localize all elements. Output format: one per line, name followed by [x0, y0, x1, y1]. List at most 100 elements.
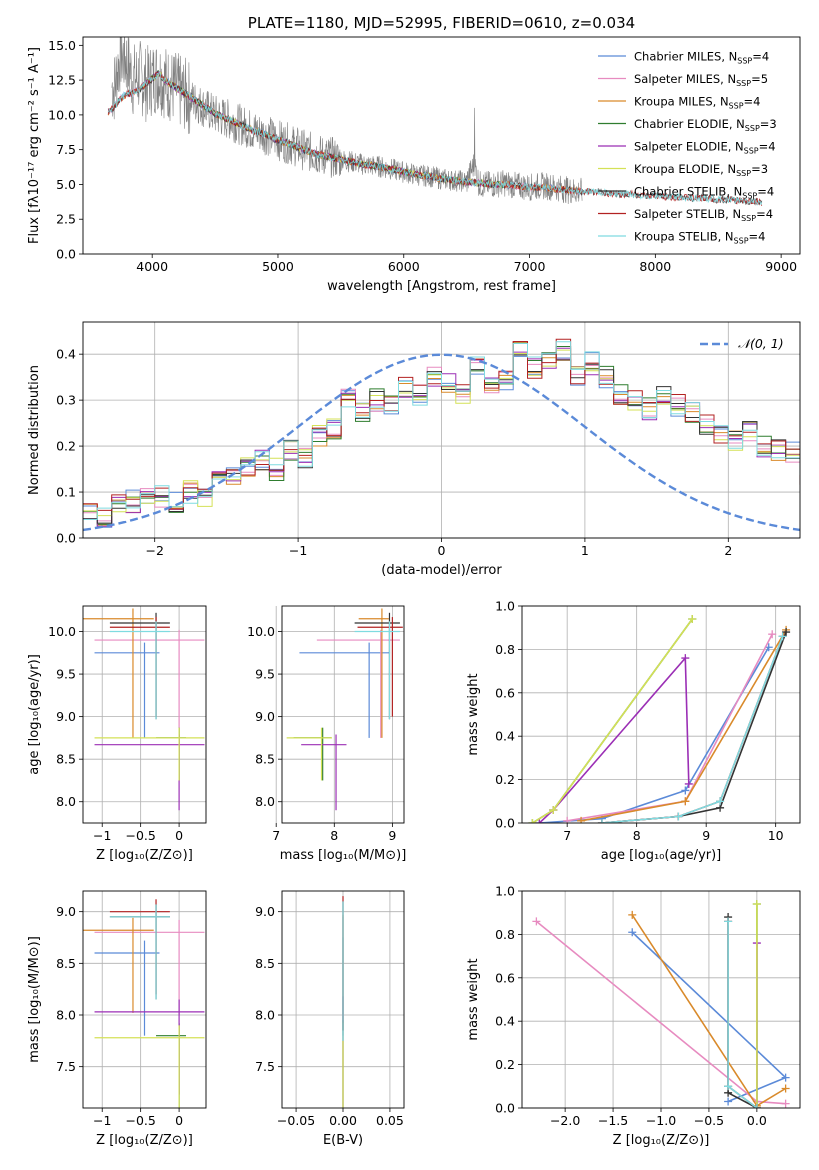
legend-entry: Chabrier MILES, NSSP=4 — [634, 50, 769, 66]
gaussian-curve — [83, 353, 800, 532]
y-tick-label: 0.8 — [495, 927, 515, 942]
model-line-4 — [139, 71, 505, 188]
y-tick-label: 0.4 — [56, 347, 76, 362]
x-axis-label: E(B-V) — [323, 1133, 363, 1148]
x-axis-label: wavelength [Angstrom, rest frame] — [327, 279, 556, 294]
x-tick-label: 6000 — [388, 259, 420, 274]
plot-area-residuals — [83, 338, 800, 532]
y-tick-label: 0.8 — [495, 642, 515, 657]
weight-line-6 — [727, 917, 758, 1108]
weight-marker-4 — [535, 819, 544, 823]
plot-area-weight-vs-age — [528, 615, 791, 823]
axes-frame — [82, 890, 207, 1109]
axes-frame — [521, 890, 801, 1109]
weight-marker-1 — [781, 1099, 790, 1108]
x-axis-label: mass [log₁₀(M/M⊙)] — [280, 848, 407, 863]
y-tick-label: 0.0 — [495, 816, 515, 831]
x-tick-label: 0.00 — [329, 1113, 357, 1128]
weight-marker-4 — [684, 779, 693, 788]
y-tick-label: 0.2 — [56, 439, 76, 454]
weight-marker-5 — [688, 615, 697, 624]
legend-entry: Kroupa MILES, NSSP=4 — [634, 95, 760, 111]
panel-residuals: −2 −1 0 1 2 0.0 0.1 0.2 0.3 0.4 (data-model)/error… — [27, 321, 801, 578]
y-tick-label: 8.5 — [255, 956, 275, 971]
x-tick-label: 9 — [388, 828, 396, 843]
y-tick-label: 5.0 — [56, 177, 76, 192]
x-tick-label: 10 — [768, 828, 784, 843]
x-tick-label: −0.05 — [277, 1113, 315, 1128]
weight-line-1 — [567, 633, 773, 822]
x-tick-label: 7000 — [514, 259, 546, 274]
x-tick-label: 7 — [563, 828, 571, 843]
legend-entry: Kroupa ELODIE, NSSP=3 — [634, 162, 768, 178]
y-tick-label: 7.5 — [56, 142, 76, 157]
plot-area-age-vs-Z — [83, 608, 205, 811]
x-tick-label: −1 — [93, 1113, 111, 1128]
weight-marker-1 — [563, 816, 572, 823]
x-tick-label: 8 — [330, 828, 338, 843]
axes-frame — [281, 890, 405, 1109]
x-tick-label: −1 — [93, 828, 111, 843]
y-tick-label: 8.5 — [56, 956, 76, 971]
y-axis-label: age [log₁₀(age/yr)] — [27, 654, 42, 775]
legend: Chabrier MILES, NSSP=4 Salpeter MILES, NS… — [598, 50, 777, 246]
panel-age-vs-Z: −1 −0.5 0 8.0 8.5 9.0 9.5 10.0 Z [log₁₀(Z/Z⊙)] ag… — [27, 605, 207, 863]
axes-frame — [82, 605, 207, 824]
y-axis-label: mass weight — [466, 673, 481, 755]
x-tick-label: 0.0 — [747, 1113, 767, 1128]
y-axis-label: mass [log₁₀(M/M⊙)] — [27, 936, 42, 1063]
panel-weight-vs-age: 7 8 9 10 0.0 0.2 0.4 0.6 0.8 1.0 age [log₁₀(age/yr… — [466, 599, 801, 863]
legend-entry: Kroupa STELIB, NSSP=4 — [634, 230, 765, 246]
x-tick-label: 9 — [702, 828, 710, 843]
x-tick-label: 5000 — [262, 259, 294, 274]
weight-marker-8 — [597, 819, 606, 823]
x-tick-label: 1 — [581, 543, 589, 558]
weight-line-8 — [727, 921, 758, 1108]
weight-marker-0 — [681, 786, 690, 795]
plot-area-spectrum — [107, 37, 763, 207]
y-tick-label: 12.5 — [48, 73, 76, 88]
x-tick-label: −0.5 — [694, 1113, 724, 1128]
weight-marker-8 — [724, 917, 733, 926]
plot-area-mass-vs-Z — [83, 899, 205, 1108]
weight-marker-4 — [681, 654, 690, 663]
y-tick-label: 1.0 — [495, 884, 515, 899]
x-tick-label: −0.5 — [125, 828, 155, 843]
histogram-step-4 — [83, 347, 800, 527]
weight-line-7 — [727, 921, 758, 1108]
y-tick-label: 9.0 — [255, 709, 275, 724]
x-tick-label: 9000 — [765, 259, 797, 274]
x-tick-label: 0 — [175, 828, 183, 843]
y-tick-label: 8.5 — [56, 752, 76, 767]
x-tick-label: −1.0 — [646, 1113, 676, 1128]
x-tick-label: 0 — [438, 543, 446, 558]
y-tick-label: 0.1 — [56, 485, 76, 500]
x-tick-label: 4000 — [136, 259, 168, 274]
y-tick-label: 1.0 — [495, 599, 515, 614]
histogram-step-3 — [83, 342, 800, 525]
y-tick-label: 0.0 — [56, 247, 76, 262]
weight-marker-8 — [752, 1104, 761, 1108]
x-tick-label: −2.0 — [550, 1113, 580, 1128]
weight-marker-2 — [681, 797, 690, 806]
y-tick-label: 10.0 — [48, 624, 76, 639]
x-tick-label: 7 — [272, 828, 280, 843]
x-tick-label: 0 — [175, 1113, 183, 1128]
y-tick-label: 0.3 — [56, 393, 76, 408]
legend-entry: Chabrier STELIB, NSSP=4 — [634, 185, 774, 201]
legend-entry: Chabrier ELODIE, NSSP=3 — [634, 117, 777, 133]
model-line-8 — [107, 71, 763, 206]
x-tick-label: 8 — [633, 828, 641, 843]
x-tick-label: −1 — [289, 543, 307, 558]
x-axis-label: age [log₁₀(age/yr)] — [601, 848, 722, 863]
histogram-step-6 — [83, 353, 800, 524]
model-line-6 — [107, 70, 763, 206]
y-tick-label: 0.4 — [495, 1014, 515, 1029]
y-tick-label: 8.0 — [56, 794, 76, 809]
x-tick-label: −1.5 — [598, 1113, 628, 1128]
y-tick-label: 0.2 — [495, 1057, 515, 1072]
panel-age-vs-mass: 7 8 9 8.0 8.5 9.0 9.5 10.0 mass [log₁₀(M/M⊙)] — [247, 605, 407, 863]
y-tick-label: 0.6 — [495, 970, 515, 985]
observed-spectrum-line — [111, 37, 583, 205]
